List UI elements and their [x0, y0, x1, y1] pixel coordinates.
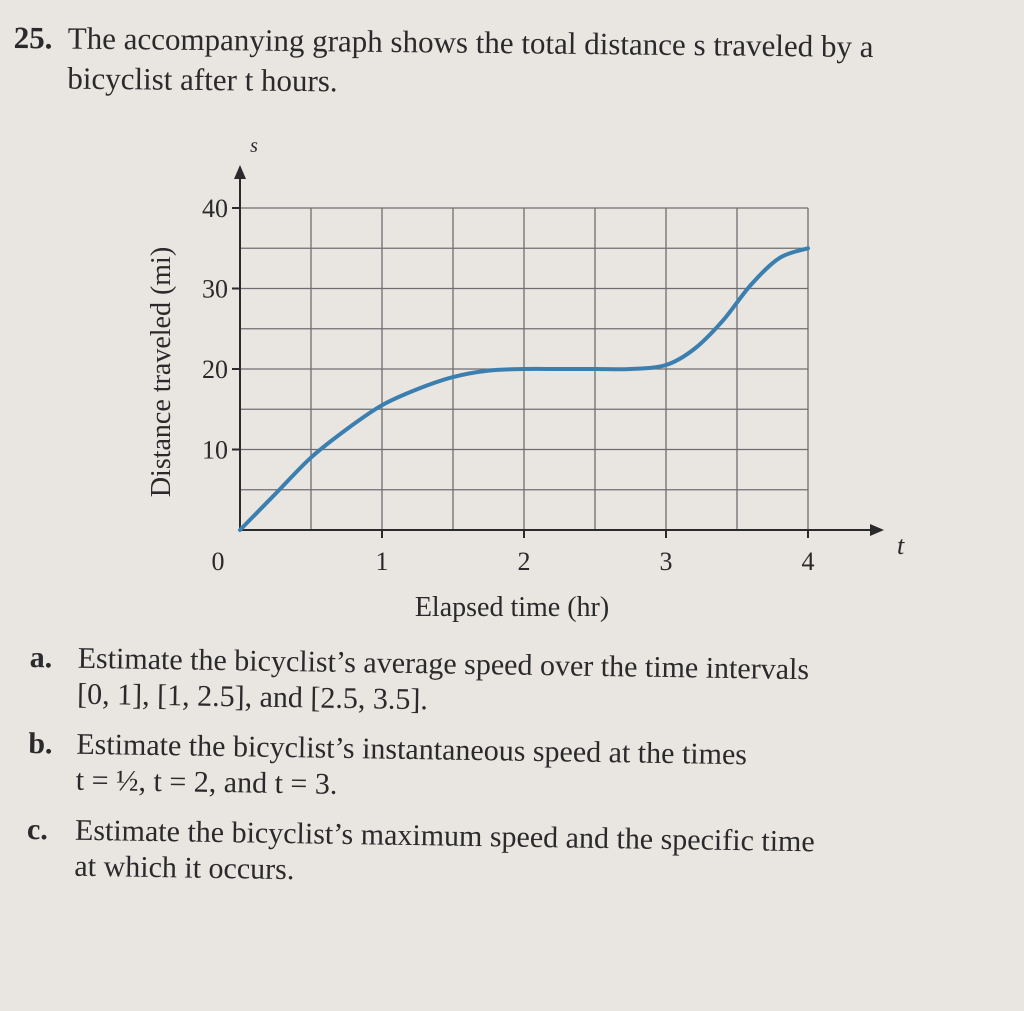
question-c: c. Estimate the bicyclist’s maximum spee…	[26, 812, 1007, 899]
question-b-label: b.	[28, 726, 53, 761]
x-tick-label: 0	[212, 547, 225, 576]
x-tick-label: 2	[518, 547, 531, 576]
y-tick-label: 30	[202, 275, 228, 304]
y-tick-label: 10	[202, 436, 228, 465]
y-axis-label: Distance traveled (mi)	[146, 247, 177, 497]
y-axis-arrow	[234, 165, 246, 179]
question-a-label: a.	[29, 640, 53, 675]
x-tick-label: 3	[660, 547, 673, 576]
y-tick-label: 20	[202, 355, 228, 384]
question-c-label: c.	[26, 812, 49, 847]
distance-curve	[238, 246, 810, 532]
x-tick-label: 4	[802, 547, 815, 576]
question-a: a. Estimate the bicyclist’s average spee…	[29, 640, 1010, 727]
question-b: b. Estimate the bicyclist’s instantaneou…	[28, 726, 1009, 813]
x-axis-symbol: t	[897, 531, 905, 560]
y-tick-label: 40	[202, 194, 228, 223]
x-tick-label: 1	[376, 547, 389, 576]
y-axis-symbol: s	[250, 135, 258, 157]
question-list: a. Estimate the bicyclist’s average spee…	[26, 640, 1010, 913]
x-axis-label: Elapsed time (hr)	[415, 592, 609, 623]
x-axis-arrow	[870, 524, 884, 536]
